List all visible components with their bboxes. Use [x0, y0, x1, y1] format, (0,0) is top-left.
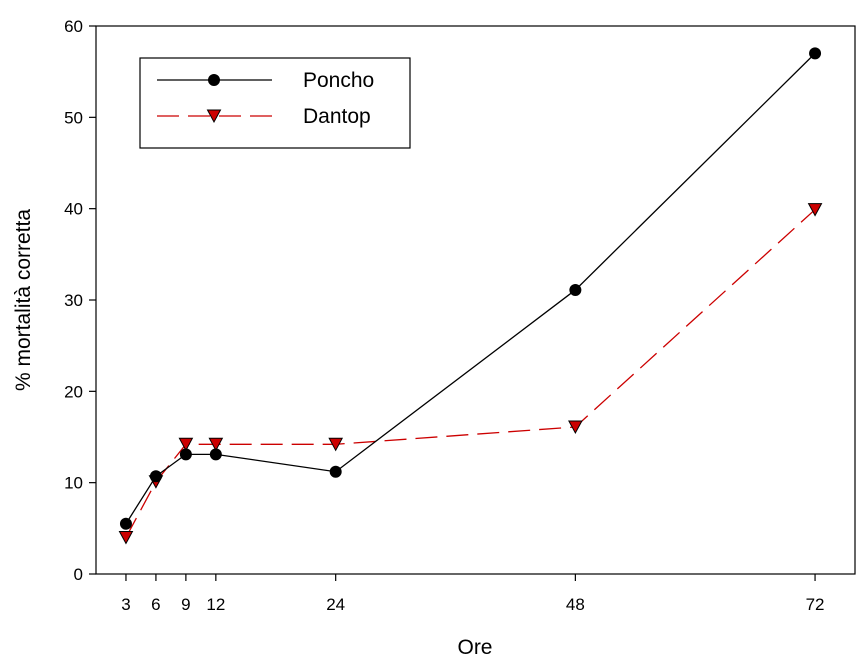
data-point-dantop [118, 530, 134, 545]
y-tick-label: 10 [64, 474, 83, 493]
x-tick-label: 24 [326, 595, 345, 614]
legend-box [139, 57, 411, 149]
series-poncho [119, 47, 822, 530]
y-tick-label: 60 [64, 17, 83, 36]
x-tick-label: 3 [121, 595, 130, 614]
data-point-poncho [329, 465, 342, 478]
x-axis-title: Ore [457, 636, 492, 659]
x-tick-label: 6 [151, 595, 160, 614]
y-axis-title: % mortalità corretta [12, 209, 35, 391]
legend-marker-dantop [206, 109, 222, 124]
data-point-dantop [328, 437, 344, 452]
y-axis: 0 10 20 30 40 50 60 [64, 17, 96, 584]
y-tick-label: 30 [64, 291, 83, 310]
y-tick-label: 0 [74, 565, 83, 584]
x-axis: 3 6 9 12 24 48 72 [121, 574, 825, 614]
x-tick-label: 48 [566, 595, 585, 614]
series-line-dantop [125, 209, 816, 538]
x-tick-label: 9 [181, 595, 190, 614]
data-point-poncho [569, 283, 582, 296]
y-tick-label: 50 [64, 108, 83, 127]
y-tick-label: 40 [64, 200, 83, 219]
data-point-poncho [119, 517, 132, 530]
data-point-dantop [178, 437, 194, 452]
data-point-poncho [179, 448, 192, 461]
x-tick-label: 72 [806, 595, 825, 614]
series-layer [118, 47, 823, 545]
data-point-dantop [568, 420, 583, 435]
data-point-dantop [807, 203, 823, 217]
data-point-dantop [208, 437, 224, 452]
y-tick-label: 20 [64, 382, 83, 401]
x-tick-label: 12 [206, 595, 225, 614]
data-point-poncho [809, 47, 822, 60]
legend-label-poncho: Poncho [303, 69, 374, 92]
legend: Poncho Dantop [139, 57, 411, 149]
series-dantop [118, 203, 823, 545]
legend-marker-poncho [208, 74, 220, 86]
data-point-poncho [209, 448, 222, 461]
data-point-poncho [149, 470, 162, 483]
legend-label-dantop: Dantop [303, 105, 371, 128]
